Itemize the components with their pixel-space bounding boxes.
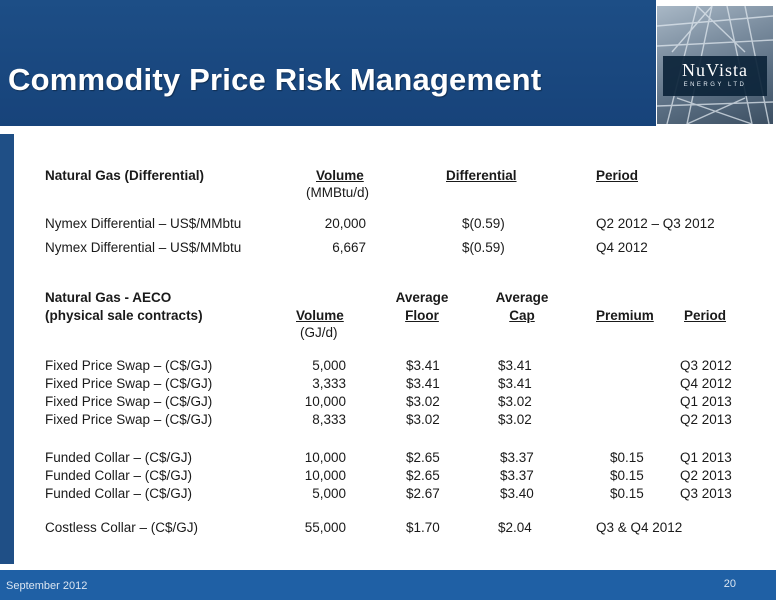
row-label: Funded Collar – (C$/GJ): [45, 450, 193, 465]
row-cap: $2.04: [498, 520, 532, 535]
row-period: Q2 2013: [680, 412, 732, 427]
row-floor: $2.65: [406, 468, 440, 483]
row-volume: 10,000: [304, 468, 346, 483]
row-cap: $3.37: [500, 450, 534, 465]
row-premium: $0.15: [610, 450, 644, 465]
row-floor: $3.02: [406, 394, 440, 409]
logo-background-image: [657, 6, 773, 124]
row-period: Q3 2012: [680, 358, 732, 373]
row-premium: $0.15: [610, 468, 644, 483]
differential-header: Differential: [446, 168, 517, 183]
row-period: Q1 2013: [680, 450, 732, 465]
row-floor: $1.70: [406, 520, 440, 535]
row-floor: $2.65: [406, 450, 440, 465]
row-volume: 10,000: [304, 394, 346, 409]
logo-tagline: ENERGY LTD: [683, 82, 747, 88]
aeco-cap-header: Cap: [509, 308, 535, 323]
row-floor: $3.41: [406, 358, 440, 373]
row-volume: 20,000: [324, 216, 366, 231]
slide-title: Commodity Price Risk Management: [8, 62, 542, 97]
row-label: Nymex Differential – US$/MMbtu: [45, 240, 242, 255]
company-logo: NuVista ENERGY LTD: [657, 6, 773, 124]
row-label: Fixed Price Swap – (C$/GJ): [45, 412, 213, 427]
row-cap: $3.41: [498, 358, 532, 373]
logo-plate: NuVista ENERGY LTD: [663, 56, 767, 96]
slide-header: Commodity Price Risk Management: [0, 0, 656, 126]
left-accent-strip: [0, 134, 14, 564]
row-period: Q3 & Q4 2012: [596, 520, 683, 535]
row-cap: $3.41: [498, 376, 532, 391]
differential-volume-unit: (MMBtu/d): [306, 185, 370, 200]
differential-volume-header: Volume: [316, 168, 364, 183]
row-floor: $3.02: [406, 412, 440, 427]
aeco-period-header: Period: [684, 308, 727, 323]
row-period: Q4 2012: [680, 376, 732, 391]
row-cap: $3.02: [498, 394, 532, 409]
row-volume: 6,667: [332, 240, 366, 255]
row-label: Costless Collar – (C$/GJ): [45, 520, 199, 535]
aeco-cap-header-line1: Average: [495, 290, 549, 305]
row-floor: $2.67: [406, 486, 440, 501]
aeco-floor-header-line1: Average: [395, 290, 449, 305]
row-volume: 8,333: [312, 412, 346, 427]
row-volume: 5,000: [312, 358, 346, 373]
row-period: Q2 2012 – Q3 2012: [596, 216, 715, 231]
footer-date: September 2012: [6, 580, 88, 592]
row-label: Nymex Differential – US$/MMbtu: [45, 216, 242, 231]
row-period: Q2 2013: [680, 468, 732, 483]
row-period: Q3 2013: [680, 486, 732, 501]
row-label: Fixed Price Swap – (C$/GJ): [45, 376, 213, 391]
logo-name: NuVista: [682, 60, 748, 80]
slide-content: Natural Gas (Differential) Volume (MMBtu…: [14, 134, 776, 566]
aeco-floor-header: Floor: [405, 308, 439, 323]
differential-heading: Natural Gas (Differential): [45, 168, 205, 183]
row-volume: 55,000: [304, 520, 346, 535]
aeco-volume-header: Volume: [296, 308, 344, 323]
aeco-heading: Natural Gas - AECO: [45, 290, 172, 305]
row-label: Funded Collar – (C$/GJ): [45, 486, 193, 501]
row-floor: $3.41: [406, 376, 440, 391]
row-cap: $3.40: [500, 486, 534, 501]
row-premium: $0.15: [610, 486, 644, 501]
aeco-subheading: (physical sale contracts): [45, 308, 203, 323]
differential-period-header: Period: [596, 168, 639, 183]
row-label: Funded Collar – (C$/GJ): [45, 468, 193, 483]
row-period: Q4 2012: [596, 240, 648, 255]
row-label: Fixed Price Swap – (C$/GJ): [45, 358, 213, 373]
row-label: Fixed Price Swap – (C$/GJ): [45, 394, 213, 409]
row-volume: 5,000: [312, 486, 346, 501]
row-differential: $(0.59): [462, 240, 505, 255]
row-cap: $3.02: [498, 412, 532, 427]
row-volume: 10,000: [304, 450, 346, 465]
slide-footer: September 2012 20: [0, 570, 776, 600]
page-number: 20: [723, 578, 736, 590]
row-differential: $(0.59): [462, 216, 505, 231]
aeco-volume-unit: (GJ/d): [300, 325, 338, 340]
row-cap: $3.37: [500, 468, 534, 483]
row-volume: 3,333: [312, 376, 346, 391]
row-period: Q1 2013: [680, 394, 732, 409]
aeco-premium-header: Premium: [596, 308, 654, 323]
